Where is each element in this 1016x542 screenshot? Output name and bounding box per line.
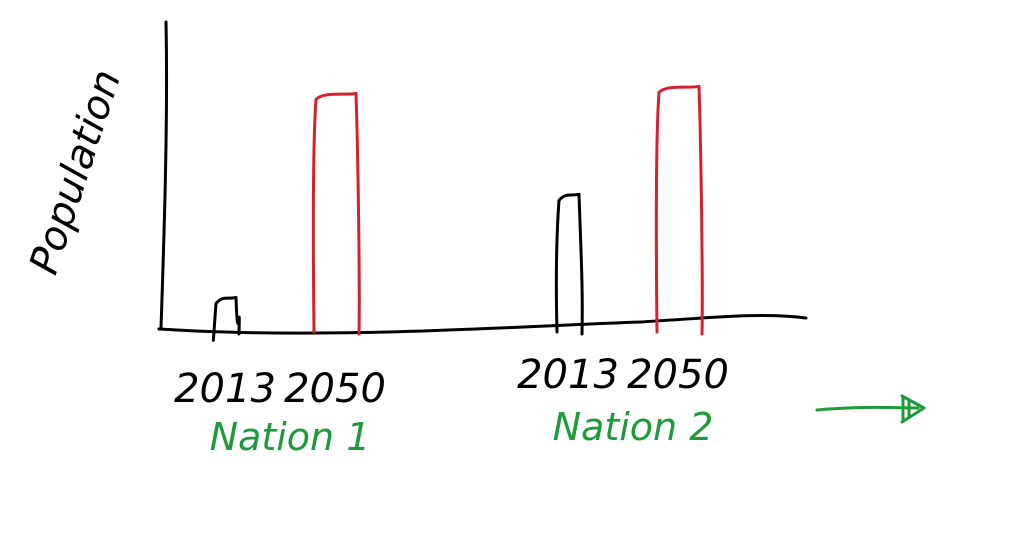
arrow-shaft: [815, 405, 920, 412]
group-label: Nation 2: [553, 405, 714, 449]
tick-label: 2050: [284, 366, 386, 412]
tick-label: 2013: [174, 366, 276, 412]
y-axis: [159, 20, 169, 330]
group-label: Nation 1: [210, 415, 371, 459]
y-axis-label: Population: [21, 64, 130, 279]
tick-label: 2050: [627, 352, 729, 398]
chart-axes: [157, 20, 808, 335]
annotation-arrow: [815, 394, 926, 424]
arrow-head: [900, 394, 926, 424]
group-labels-layer: Nation 1 Nation 2: [210, 405, 714, 459]
x-axis-baseline: [157, 313, 808, 335]
bar-nation-2-2050: [654, 84, 704, 336]
tick-label: 2013: [517, 352, 619, 398]
tick-labels-layer: 2013 2050 2013 2050: [174, 352, 729, 412]
bars-layer: [211, 84, 704, 342]
bar-nation-1-2013: [211, 296, 241, 342]
bar-nation-2-2013: [554, 192, 584, 336]
bar-nation-1-2050: [311, 91, 361, 336]
